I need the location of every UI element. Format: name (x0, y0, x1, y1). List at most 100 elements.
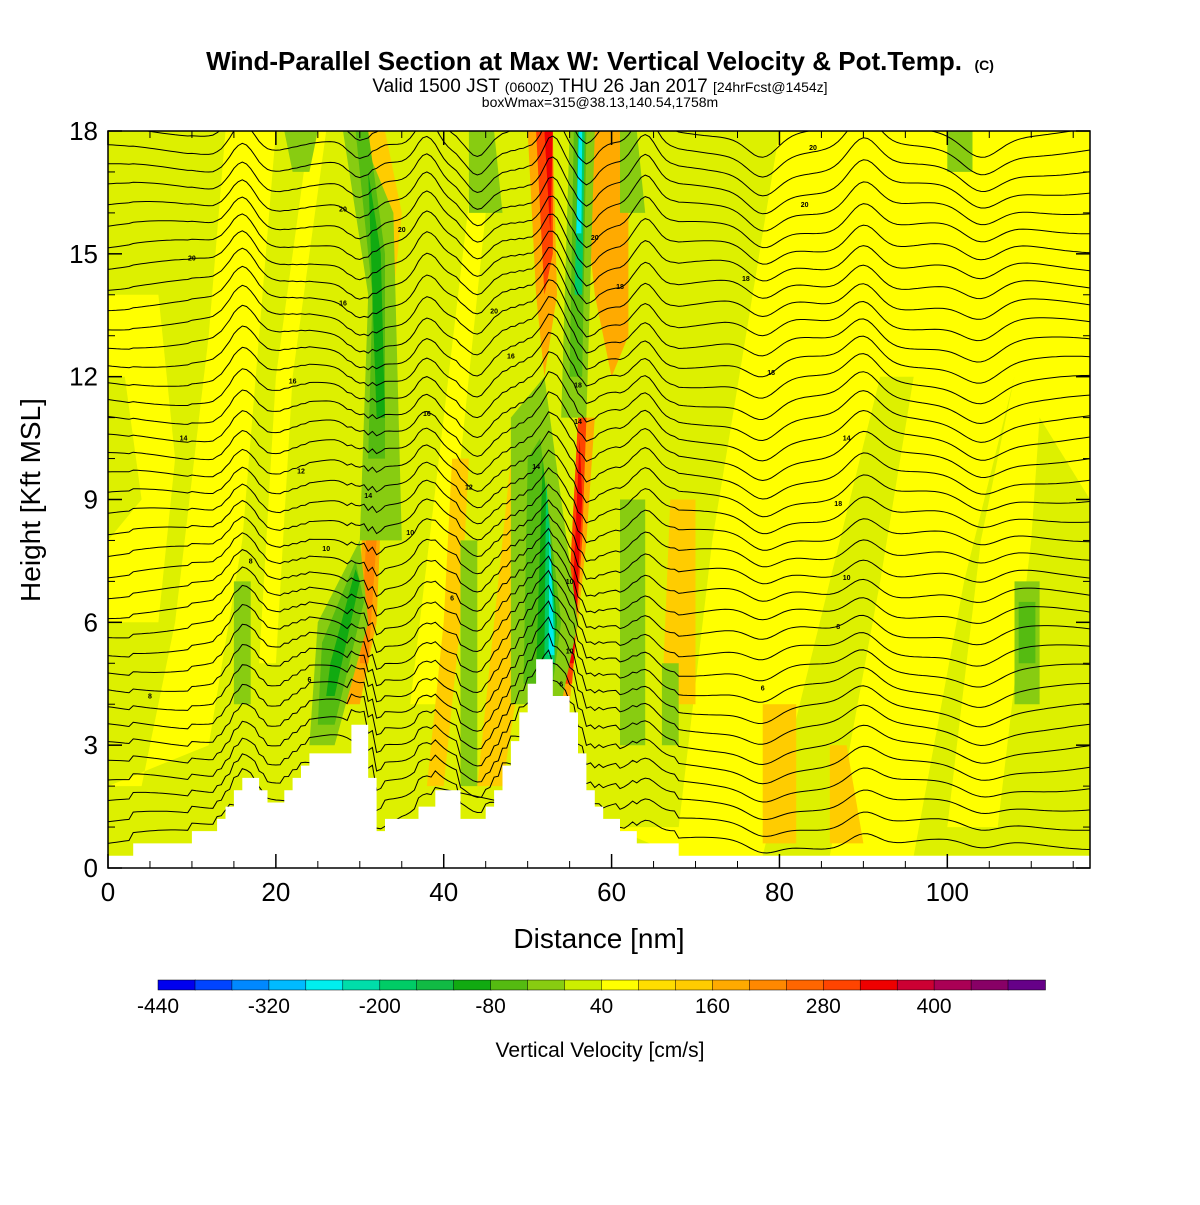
x-tick-label: 80 (765, 877, 794, 907)
isentrope-line (108, 331, 1090, 405)
contour-label: 10 (843, 575, 851, 582)
colorbar-swatch (564, 979, 603, 991)
velocity-patch (829, 745, 864, 844)
box-info: boxWmax=315@38.13,140.54,1758m (482, 94, 718, 110)
y-axis-label: Height [Kft MSL] (15, 398, 46, 602)
isentrope-line (108, 616, 1090, 728)
y-tick-label: 18 (69, 116, 98, 146)
contour-label: 18 (742, 276, 750, 283)
colorbar-swatch (859, 979, 898, 991)
contour-label: 14 (574, 419, 582, 426)
velocity-patch (1018, 601, 1036, 664)
isentrope-line (108, 190, 1090, 249)
velocity-patch (661, 663, 679, 746)
velocity-patch (284, 131, 318, 172)
isentrope-line (108, 411, 1090, 482)
colorbar-swatch (638, 979, 677, 991)
contour-label: 16 (339, 301, 347, 308)
contour-label: 8 (249, 558, 253, 565)
contour-label: 20 (809, 145, 817, 152)
contour-label: 6 (761, 685, 765, 692)
velocity-patch (544, 131, 553, 234)
x-tick-label: 60 (597, 877, 626, 907)
x-tick-label: 20 (261, 877, 290, 907)
isentrope-line (108, 467, 1090, 535)
isentrope-line (108, 246, 1090, 305)
y-tick-label: 15 (69, 239, 98, 269)
colorbar-swatch (1007, 979, 1046, 991)
colorbar-swatch (268, 979, 307, 991)
isentrope-line (108, 449, 1090, 518)
colorbar-swatch (231, 979, 270, 991)
contour-label: 20 (490, 309, 498, 316)
velocity-patch (762, 376, 914, 856)
isentrope-line (108, 430, 1090, 500)
contour-label: 20 (801, 202, 809, 209)
contour-label: 20 (398, 227, 406, 234)
contour-label: 18 (767, 370, 775, 377)
contour-label: 20 (591, 235, 599, 242)
contour-label: 14 (532, 464, 540, 471)
isentrope-line (108, 279, 1090, 342)
velocity-patch (947, 294, 1048, 828)
colorbar-swatch (933, 979, 972, 991)
isentrope-line (108, 555, 1090, 646)
isentrope-line (108, 679, 1090, 785)
contour-label: 14 (180, 436, 188, 443)
velocity-patch (947, 131, 973, 172)
isentrope-line (108, 296, 1090, 363)
colorbar-swatch (749, 979, 788, 991)
chart-subtitle: Valid 1500 JST (0600Z) THU 26 Jan 2017 [… (372, 76, 827, 97)
isentrope-line (108, 753, 1090, 820)
colorbar-swatch (490, 979, 529, 991)
colorbar-label: Vertical Velocity [cm/s] (496, 1039, 705, 1062)
colorbar-swatch (601, 979, 640, 991)
y-tick-label: 0 (84, 853, 98, 883)
valid-utc: (0600Z) (505, 79, 554, 95)
valid-prefix: Valid 1500 JST (372, 76, 500, 97)
isentrope-line (108, 649, 1090, 766)
contour-label: 8 (836, 624, 840, 631)
isentrope-line (108, 499, 1090, 568)
velocity-patch (368, 171, 385, 418)
colorbar-tick-label: 40 (590, 995, 613, 1018)
velocity-patch (620, 131, 646, 213)
contour-labels: 8 14 20 8 6 12 16 10 16 20 14 20 10 16 12 6 20 16 14 6 10 10 1… (148, 145, 851, 701)
contour-label: 12 (465, 485, 473, 492)
y-tick-label: 12 (69, 362, 98, 392)
colorbar-tick-label: 160 (695, 995, 730, 1018)
terrain (108, 659, 1090, 868)
colorbar-tick-label: -320 (248, 995, 290, 1018)
isentrope-line (108, 600, 1090, 708)
contour-label: 14 (843, 436, 851, 443)
contour-label: 10 (566, 649, 574, 656)
contour-label: 16 (423, 411, 431, 418)
colorbar-tick-label: -200 (359, 995, 401, 1018)
forecast-label: [24hrFcst@1454z] (713, 79, 828, 95)
isentrope-line (108, 569, 1090, 667)
valid-date: THU 26 Jan 2017 (559, 76, 708, 97)
isentrope-line (108, 131, 1090, 178)
velocity-patch (108, 131, 276, 787)
isentrope-line (108, 584, 1090, 688)
colorbar-swatch (527, 979, 566, 991)
isentrope-line (108, 230, 1090, 287)
isentrope-line (108, 786, 1090, 854)
contour-label: 20 (188, 255, 196, 262)
contour-label: 10 (566, 579, 574, 586)
title-main: Wind-Parallel Section at Max W: Vertical… (206, 46, 962, 76)
x-tick-label: 100 (926, 877, 969, 907)
contour-label: 6 (559, 681, 563, 688)
isentrope-line (108, 527, 1090, 603)
colorbar-swatch (675, 979, 714, 991)
colorbar-swatch (896, 979, 935, 991)
isentrope-line (108, 351, 1090, 425)
colorbar: -440 -320 -200 -80 40 160 280 400 (137, 979, 1046, 1018)
axis-ticks: 0 20 40 60 80 100 0 3 6 9 12 15 18 (69, 116, 1090, 907)
contour-label: 18 (574, 382, 582, 389)
x-tick-label: 0 (101, 877, 115, 907)
isentrope-line (108, 632, 1090, 747)
colorbar-tick-label: -80 (475, 995, 505, 1018)
